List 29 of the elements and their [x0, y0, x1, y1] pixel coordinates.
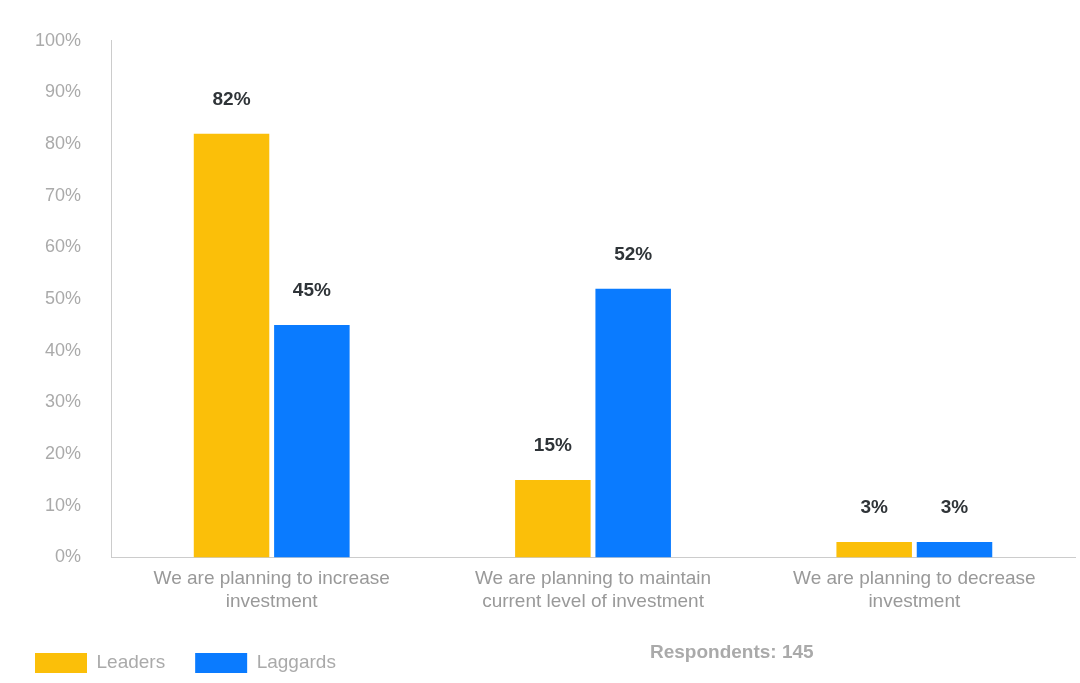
- y-tick-label: 80%: [45, 133, 82, 154]
- y-tick-label: 30%: [45, 391, 82, 412]
- text: Respondents: 145: [650, 641, 815, 663]
- x-tick-label: We are planning to maintain current level of investment: [474, 567, 712, 611]
- bar: [193, 133, 270, 558]
- bar: [595, 288, 671, 558]
- y-tick-label: 50%: [45, 288, 82, 309]
- bar: [916, 541, 993, 558]
- data-label: 3%: [940, 495, 969, 517]
- x-tick-label: We are planning to decrease investment: [793, 567, 1036, 611]
- legend-label: Laggards: [256, 651, 336, 673]
- y-tick-label: 90%: [45, 81, 82, 102]
- bar: [836, 541, 912, 558]
- legend-label: Leaders: [96, 651, 166, 673]
- y-tick-label: 20%: [45, 443, 82, 464]
- y-tick-label: 40%: [45, 339, 82, 360]
- y-tick-label: 0%: [55, 546, 82, 567]
- data-label: 15%: [533, 433, 572, 455]
- y-tick-label: 100%: [34, 29, 82, 50]
- y-tick-label: 60%: [45, 236, 82, 257]
- x-tick-label: We are planning to increase investment: [153, 567, 390, 611]
- data-label: 3%: [860, 495, 889, 517]
- bar: [274, 324, 350, 558]
- data-label: 52%: [614, 242, 653, 264]
- data-label: 82%: [212, 87, 251, 109]
- bar: [515, 479, 591, 558]
- y-tick-label: 10%: [45, 494, 82, 515]
- data-label: 45%: [292, 278, 331, 300]
- y-tick-label: 70%: [45, 184, 82, 205]
